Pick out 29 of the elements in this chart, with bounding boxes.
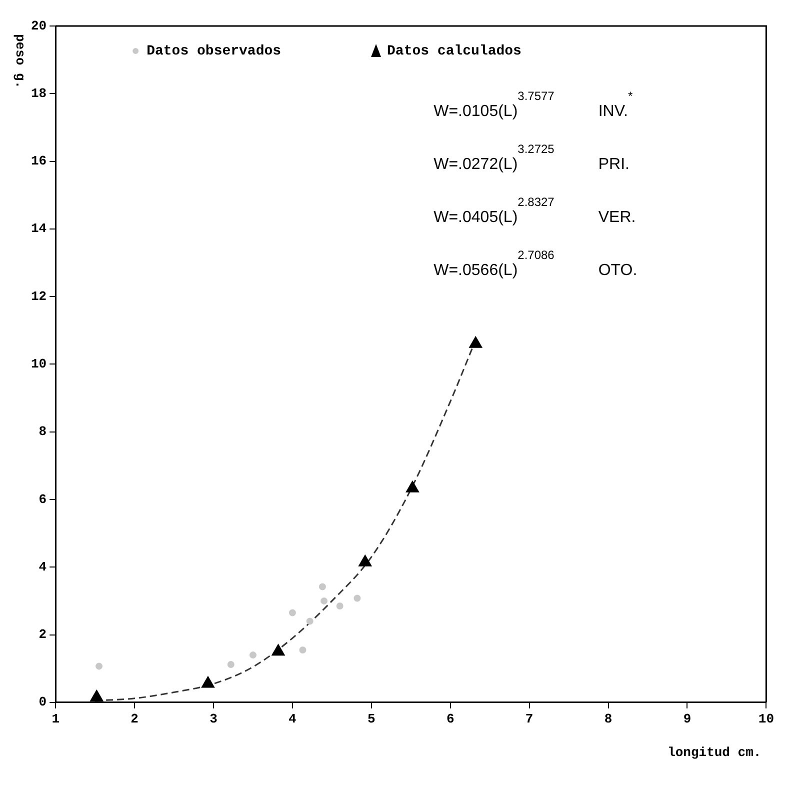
legend-label: Datos observados — [146, 44, 282, 60]
x-tick-label: 3 — [210, 711, 218, 726]
x-tick-label: 1 — [52, 711, 60, 726]
x-tick-label: 9 — [683, 711, 692, 726]
y-tick-label: 18 — [30, 86, 47, 101]
y-tick-label: 12 — [30, 288, 47, 304]
text: W=.0566(L)2.7086 OTO. — [434, 248, 638, 279]
x-tick-label: 10 — [758, 711, 774, 726]
y-tick-label: 10 — [30, 356, 47, 372]
x-axis-title: longitud cm. — [668, 745, 762, 760]
x-tick-label: 5 — [368, 711, 376, 726]
text: W=.0105(L)3.7577 INV.* — [434, 89, 633, 120]
y-axis-title: peso g. — [12, 34, 28, 89]
x-tick-label: 2 — [130, 711, 139, 726]
y-tick-label: 6 — [38, 492, 47, 507]
y-tick-label: 16 — [30, 154, 47, 169]
x-tick-label: 8 — [604, 711, 612, 726]
y-tick-label: 2 — [38, 627, 47, 642]
x-tick-label: 6 — [446, 711, 454, 726]
x-tick-label: 7 — [525, 711, 534, 726]
y-tick-label: 8 — [38, 424, 47, 440]
y-tick-label: 4 — [38, 559, 47, 574]
legend-label: Datos calculados — [387, 44, 522, 60]
y-tick-label: 0 — [38, 694, 47, 710]
text: W=.0272(L)3.2725 PRI. — [434, 142, 630, 173]
y-tick-label: 14 — [30, 221, 47, 236]
text: W=.0405(L)2.8327 VER. — [434, 195, 636, 226]
x-tick-label: 4 — [288, 711, 297, 726]
y-tick-label: 20 — [30, 18, 47, 34]
